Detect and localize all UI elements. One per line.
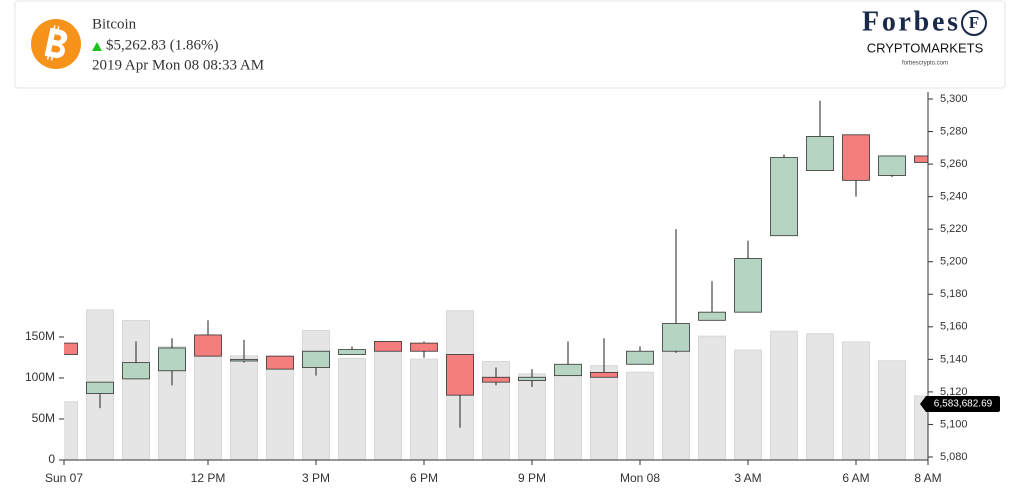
y-tick-label: 5,160: [940, 321, 968, 333]
candle-body: [158, 347, 186, 372]
candle-body: [806, 136, 834, 172]
candle-body: [482, 376, 510, 383]
y-tick-label: 5,140: [940, 353, 968, 365]
x-tick-label: 6 AM: [842, 471, 869, 485]
candle-body: [64, 342, 78, 355]
candle-body: [662, 323, 690, 352]
volume-bar: [518, 373, 546, 461]
volume-bar: [698, 335, 726, 461]
volume-bar: [806, 333, 834, 461]
volume-bar: [410, 358, 438, 461]
volume-bar: [302, 329, 330, 461]
candle-body: [122, 362, 150, 380]
y-tick-label: 5,100: [940, 418, 968, 430]
candle-body: [842, 134, 870, 181]
volume-bar: [878, 360, 906, 461]
candle-body: [518, 376, 546, 381]
y-tick-label: 5,120: [940, 386, 968, 398]
y2-tick-label: 0: [48, 452, 55, 466]
candle-body: [734, 258, 762, 313]
candle-body: [914, 155, 928, 163]
up-arrow: [92, 42, 102, 51]
volume-bar: [626, 371, 654, 461]
candle-body: [770, 157, 798, 237]
candle-body: [446, 354, 474, 396]
y2-tick-label: 150M: [25, 329, 55, 343]
brand: Forbes: [862, 6, 958, 37]
candle-body: [554, 363, 582, 377]
brand-mark: F: [969, 13, 979, 32]
y2-tick-label: 100M: [25, 370, 55, 384]
x-tick-label: 6 PM: [410, 471, 438, 485]
x-tick-label: 12 PM: [191, 471, 226, 485]
coin-name: Bitcoin: [92, 16, 137, 32]
volume-bar: [266, 356, 294, 461]
volume-bar: [194, 356, 222, 461]
y-tick-label: 5,200: [940, 256, 968, 268]
coin-symbol: [44, 25, 68, 61]
volume-bar: [590, 365, 618, 461]
candle-body: [230, 358, 258, 362]
volume-bar: [662, 348, 690, 461]
plot-area: [64, 100, 928, 461]
y-tick-label: 5,220: [940, 223, 968, 235]
x-tick-label: 3 AM: [734, 471, 761, 485]
y2-tick-label: 50M: [32, 411, 55, 425]
candle-body: [590, 371, 618, 378]
candle-body: [374, 341, 402, 352]
coin-datetime: 2019 Apr Mon 08 08:33 AM: [92, 57, 264, 73]
volume-bar: [64, 401, 78, 461]
volume-bar: [734, 349, 762, 461]
y-tick-label: 5,240: [940, 191, 968, 203]
candle-body: [86, 381, 114, 394]
candle-body: [338, 349, 366, 355]
y-tick-label: 5,260: [940, 158, 968, 170]
candle-body: [626, 350, 654, 365]
x-tick-label: Sun 07: [45, 471, 83, 485]
candle-body: [194, 334, 222, 357]
volume-bar: [230, 355, 258, 461]
volume-badge-label: 6,583,682.69: [934, 399, 993, 410]
candle-body: [266, 355, 294, 370]
x-tick-label: 3 PM: [302, 471, 330, 485]
volume-badge: [920, 396, 1000, 412]
coin-price: $5,262.83 (1.86%): [106, 37, 219, 53]
x-tick-label: 8 AM: [914, 471, 941, 485]
volume-bar: [338, 357, 366, 461]
volume-bar: [770, 330, 798, 461]
x-tick-label: Mon 08: [620, 471, 660, 485]
y-tick-label: 5,300: [940, 93, 968, 105]
y-tick-label: 5,280: [940, 125, 968, 137]
candle-body: [698, 311, 726, 321]
y-tick-label: 5,180: [940, 288, 968, 300]
x-tick-label: 9 PM: [518, 471, 546, 485]
volume-bar: [914, 395, 928, 461]
y-tick-label: 5,080: [940, 451, 968, 463]
brand-sub: CRYPTOMARKETS: [867, 40, 984, 55]
volume-bar: [842, 341, 870, 461]
header-card: [14, 0, 1006, 89]
candle-body: [410, 342, 438, 352]
brand-badge: [961, 10, 987, 36]
volume-bar: [374, 350, 402, 461]
candle-body: [302, 350, 330, 368]
brand-url: forbescrypto.com: [902, 61, 948, 67]
candle-body: [878, 155, 906, 176]
volume-bar: [554, 374, 582, 461]
